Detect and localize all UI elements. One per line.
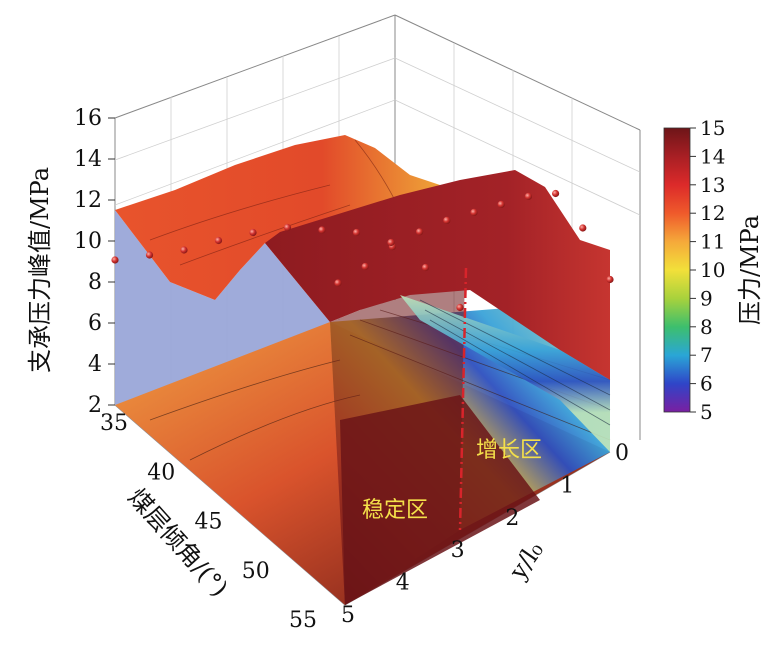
contour-line — [179, 204, 351, 266]
x-axis-ticks: 0 1 2 3 4 5 — [341, 441, 629, 628]
z-tick-label: 10 — [74, 229, 102, 254]
data-point — [145, 251, 154, 259]
data-point — [552, 189, 560, 198]
data-point — [579, 224, 587, 232]
colorbar-tick-label: 13 — [700, 173, 725, 197]
frame-edge — [394, 14, 641, 131]
x-tick-label: 0 — [615, 441, 629, 466]
data-point — [111, 256, 119, 264]
x-tick-label: 5 — [341, 603, 355, 628]
x-tick-label: 4 — [396, 571, 410, 596]
grid-line — [114, 57, 396, 161]
colorbar-tick-label: 5 — [700, 400, 713, 424]
data-point — [249, 228, 257, 237]
colorbar-tick-label: 8 — [700, 315, 713, 339]
z-axis-title: 支承压力峰值/MPa — [26, 167, 54, 373]
z-axis-ticks: 2 4 6 8 10 12 14 16 — [74, 106, 115, 418]
data-point — [421, 263, 430, 272]
z-tick-label: 14 — [74, 147, 102, 172]
data-markers — [111, 189, 614, 312]
z-tick-label: 6 — [88, 311, 102, 336]
data-point — [318, 226, 326, 234]
y-tick-label: 35 — [100, 411, 128, 436]
data-point — [524, 192, 533, 200]
surface-dip-55 — [265, 170, 610, 380]
colorbar-tick-label: 9 — [700, 286, 713, 310]
data-point — [334, 279, 342, 287]
y-axis-title: 煤层倾角/(°) — [122, 483, 233, 602]
x-axis-title: y/l₀ — [503, 536, 549, 585]
region-label-stable: 稳定区 — [362, 498, 428, 523]
colorbar-tick-label: 7 — [700, 343, 713, 367]
y-tick-label: 40 — [147, 460, 175, 485]
data-point — [361, 262, 369, 271]
data-point — [283, 223, 292, 232]
data-point — [456, 303, 464, 312]
colorbar-tick-label: 10 — [700, 258, 725, 282]
contour-line — [424, 309, 611, 411]
y-tick-label: 55 — [289, 608, 317, 633]
contour-line — [149, 184, 331, 241]
right-slope — [400, 295, 610, 452]
y-tick-label: 45 — [195, 510, 223, 535]
frame-edge — [114, 14, 396, 119]
colorbar-tick-label: 15 — [700, 116, 725, 140]
colorbar-tick-label: 6 — [700, 372, 713, 396]
data-point — [606, 275, 614, 284]
z-tick-label: 8 — [88, 270, 102, 295]
y-tick-label: 50 — [242, 559, 270, 584]
data-point — [497, 200, 505, 208]
grid-line — [394, 57, 641, 173]
colorbar-tick-label: 14 — [700, 144, 725, 168]
slope-contours — [419, 299, 611, 426]
grid-line — [114, 99, 396, 206]
z-tick-label: 16 — [74, 106, 102, 131]
front-face — [330, 268, 465, 605]
data-point — [470, 208, 478, 216]
x-tick-label: 3 — [451, 538, 465, 563]
x-tick-label: 1 — [560, 473, 574, 498]
contour-line — [149, 359, 341, 421]
data-point — [180, 246, 188, 254]
data-point — [443, 216, 451, 224]
contour-line — [419, 299, 611, 396]
region-label-growth: 增长区 — [476, 438, 542, 463]
colorbar-title: 压力/MPa — [736, 215, 764, 325]
colorbar-tick-label: 12 — [700, 201, 725, 225]
colorbar-tick-label: 11 — [700, 230, 725, 254]
z-tick-label: 2 — [88, 393, 102, 418]
data-point — [416, 228, 424, 236]
divider-line — [458, 267, 468, 531]
contour-line — [429, 319, 611, 426]
colorbar — [663, 127, 691, 413]
colorbar-ticks: 5 6 7 8 9 10 11 12 13 14 15 — [690, 116, 725, 424]
data-point — [352, 228, 361, 237]
x-tick-label: 2 — [505, 506, 519, 531]
z-tick-label: 12 — [74, 188, 102, 213]
z-tick-label: 4 — [88, 352, 102, 377]
data-point — [214, 236, 223, 245]
data-point — [387, 238, 395, 247]
y-axis-ticks: 35 40 45 50 55 — [100, 411, 317, 633]
grid-line — [394, 99, 641, 216]
